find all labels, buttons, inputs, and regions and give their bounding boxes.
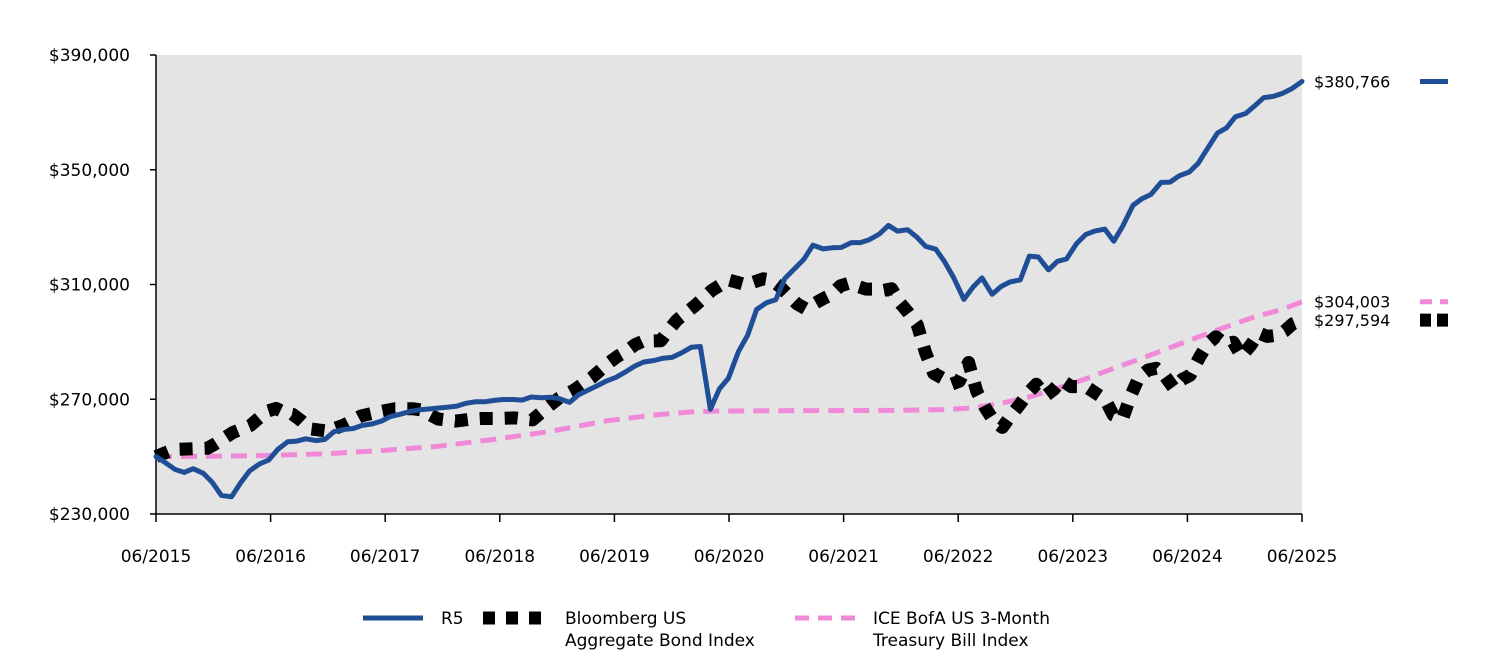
legend-label-0: R5 xyxy=(441,609,464,629)
x-tick-label: 06/2020 xyxy=(694,547,765,567)
legend-label-1: Aggregate Bond Index xyxy=(565,631,755,651)
x-tick-label: 06/2017 xyxy=(350,547,421,567)
legend-label-2: ICE BofA US 3-Month xyxy=(873,609,1050,629)
x-tick-label: 06/2023 xyxy=(1037,547,1108,567)
y-axis: $230,000 $270,000 $310,000 $350,000 $390,000 xyxy=(49,46,157,525)
x-tick-label: 06/2019 xyxy=(579,547,650,567)
y-tick-label: $270,000 xyxy=(49,390,130,410)
series-line-2 xyxy=(155,299,1303,460)
y-tick-label: $310,000 xyxy=(49,276,130,296)
legend-label-1: Bloomberg US xyxy=(565,609,686,629)
end-value-label-0: $380,766 xyxy=(1314,72,1390,91)
x-axis: 06/2015 06/2016 06/2017 06/2018 06/2019 06/20… xyxy=(121,513,1338,567)
x-tick-label: 06/2016 xyxy=(235,547,306,567)
x-tick-label: 06/2015 xyxy=(121,547,192,567)
end-value-label-1: $297,594 xyxy=(1314,311,1390,330)
series-line-1 xyxy=(153,272,1305,463)
x-tick-label: 06/2018 xyxy=(464,547,535,567)
x-tick-label: 06/2022 xyxy=(923,547,994,567)
y-tick-label: $390,000 xyxy=(49,46,130,66)
legend-label-2: Treasury Bill Index xyxy=(872,631,1029,651)
x-tick-label: 06/2025 xyxy=(1267,547,1338,567)
end-value-label-2: $304,003 xyxy=(1314,293,1390,312)
x-tick-label: 06/2021 xyxy=(808,547,879,567)
x-tick-label: 06/2024 xyxy=(1152,547,1223,567)
y-tick-label: $350,000 xyxy=(49,161,130,181)
y-tick-label: $230,000 xyxy=(49,505,130,525)
end-labels: $380,766 $304,003$297,594 xyxy=(1314,72,1448,330)
series-layer xyxy=(153,79,1305,500)
series-line-0 xyxy=(153,79,1305,500)
